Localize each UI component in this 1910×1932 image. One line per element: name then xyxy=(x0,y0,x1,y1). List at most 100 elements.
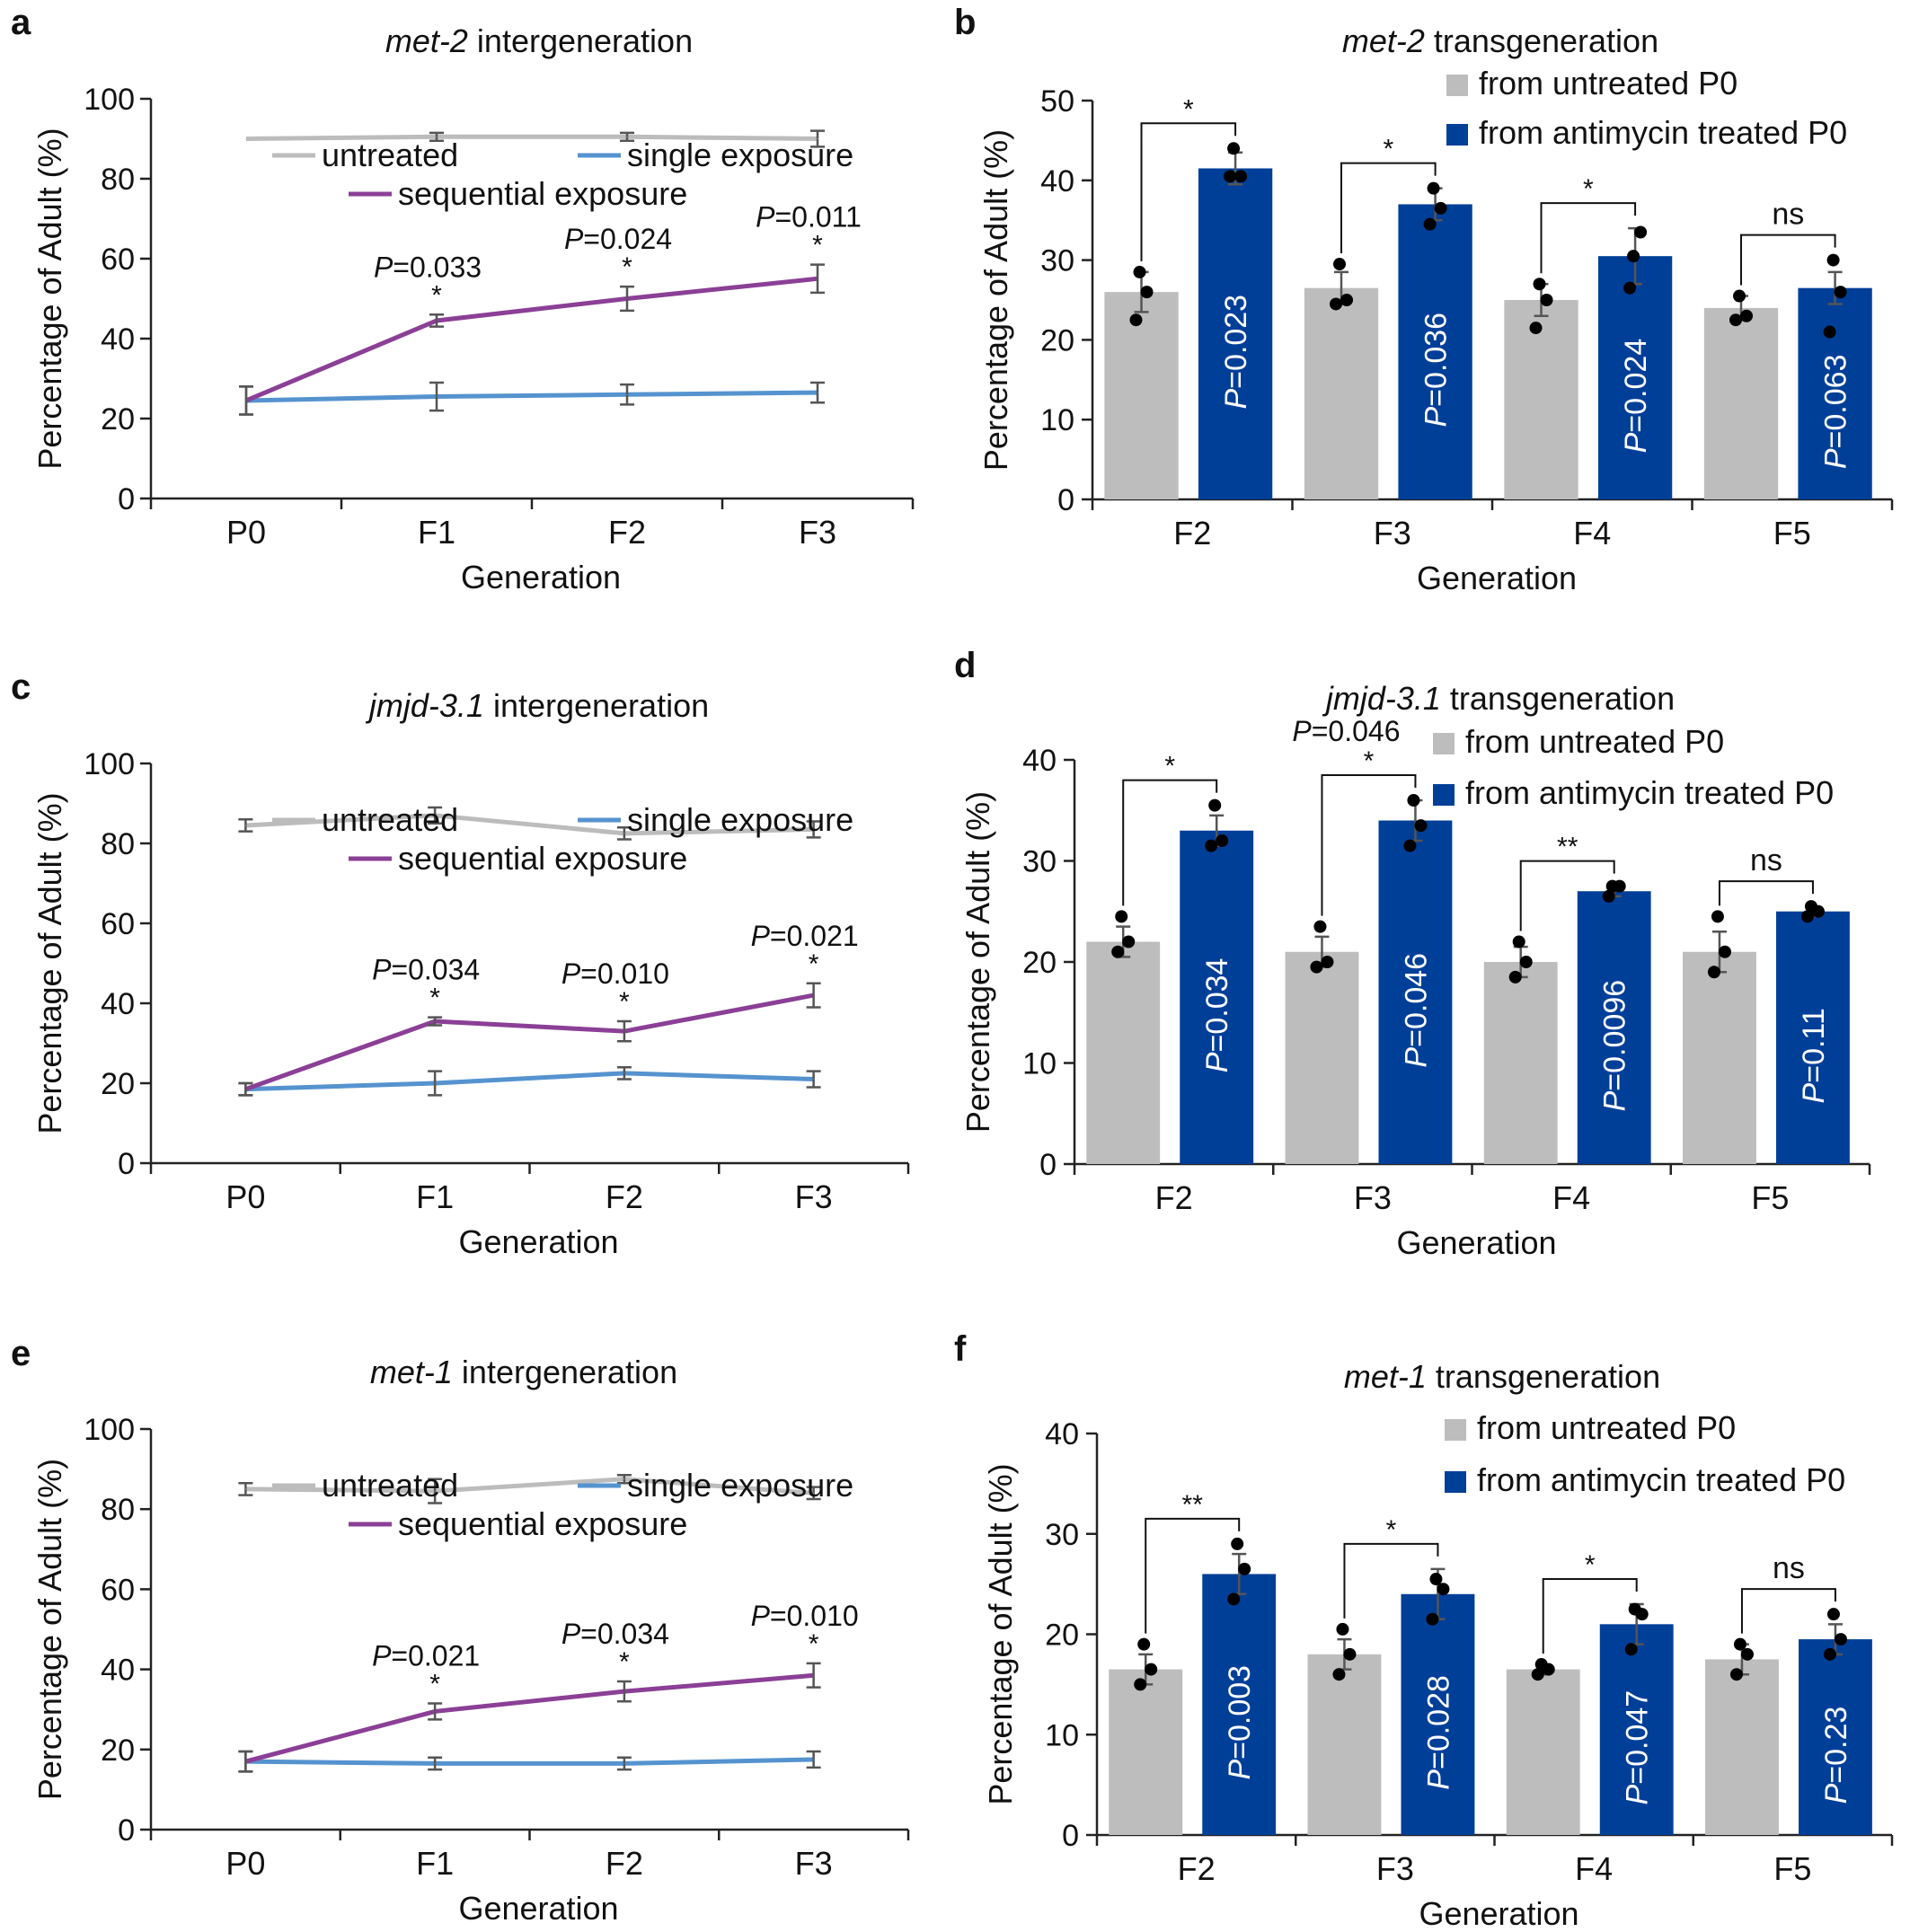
significance-label: * xyxy=(1585,1550,1596,1580)
data-point xyxy=(434,1082,436,1084)
p-value-label: P=0.021 xyxy=(372,1640,480,1672)
bar-treated xyxy=(1378,820,1453,1164)
panel-title: met-1 intergeneration xyxy=(370,1354,677,1390)
legend-untreated: from untreated P0 xyxy=(1477,1409,1736,1446)
bar-untreated xyxy=(1307,1654,1382,1835)
legend-swatch-untreated xyxy=(1446,75,1468,96)
x-axis-label: Generation xyxy=(458,1223,618,1260)
significance-label: ns xyxy=(1750,843,1782,878)
bar-untreated xyxy=(1304,287,1379,499)
bar-untreated xyxy=(1504,300,1578,499)
bar-untreated xyxy=(1104,292,1179,499)
replicate-dot xyxy=(1635,1608,1649,1621)
bar-treated xyxy=(1599,1624,1674,1835)
legend-sequential: sequential exposure xyxy=(398,840,687,877)
x-tick-label: F4 xyxy=(1575,1850,1613,1887)
significance-label: * xyxy=(1364,746,1375,776)
bar-p-value: P=0.034 xyxy=(1200,958,1234,1073)
replicate-dot xyxy=(1823,1647,1836,1661)
y-tick-label: 60 xyxy=(101,243,135,277)
replicate-dot xyxy=(1733,1637,1746,1651)
replicate-dot xyxy=(1238,1562,1251,1575)
y-tick-label: 50 xyxy=(1040,84,1074,119)
replicate-dot xyxy=(1627,250,1640,263)
y-tick-label: 40 xyxy=(101,1654,135,1688)
legend-untreated: untreated xyxy=(322,1467,458,1504)
significance-bracket xyxy=(1140,122,1237,261)
y-axis-label: Percentage of Adult (%) xyxy=(982,1463,1019,1804)
p-value-label: P=0.034 xyxy=(562,1618,669,1650)
replicate-dot xyxy=(1602,889,1615,903)
legend-sequential: sequential exposure xyxy=(398,175,687,212)
y-axis-label: Percentage of Adult (%) xyxy=(977,129,1014,471)
bar-treated xyxy=(1398,204,1472,499)
legend-swatch-treated xyxy=(1446,124,1468,146)
data-point xyxy=(245,138,247,139)
y-tick-label: 30 xyxy=(1022,845,1057,879)
replicate-dot xyxy=(1115,910,1128,923)
panel-title: met-1 transgeneration xyxy=(1344,1358,1660,1395)
replicate-dot xyxy=(1826,1608,1840,1621)
replicate-dot xyxy=(1227,142,1241,155)
bar-p-value: P=0.063 xyxy=(1819,355,1853,470)
significance-bracket xyxy=(1343,1542,1439,1619)
series-line-sequential xyxy=(244,992,815,1092)
replicate-dot xyxy=(1423,217,1437,231)
significance-star: * xyxy=(812,231,823,260)
x-axis-label: Generation xyxy=(458,1890,618,1927)
bar-p-value: P=0.047 xyxy=(1621,1690,1655,1805)
y-tick-label: 100 xyxy=(84,1413,135,1447)
panel-title: jmjd-3.1 intergeneration xyxy=(365,687,709,724)
x-axis-label: Generation xyxy=(461,559,621,595)
replicate-dot xyxy=(1434,201,1447,215)
bar-treated xyxy=(1597,256,1673,499)
y-tick-label: 0 xyxy=(118,1813,135,1848)
significance-label: ** xyxy=(1557,833,1578,862)
replicate-dot xyxy=(1313,920,1327,933)
replicate-dot xyxy=(1403,839,1417,852)
y-tick-label: 40 xyxy=(101,322,135,357)
y-tick-label: 20 xyxy=(101,1734,135,1768)
bar-untreated xyxy=(1483,962,1558,1164)
panel-letter: f xyxy=(954,1329,967,1369)
significance-label: * xyxy=(1383,135,1393,164)
x-tick-label: F3 xyxy=(1376,1850,1414,1887)
replicate-dot xyxy=(1140,286,1154,299)
data-point xyxy=(623,833,625,834)
x-tick-label: F4 xyxy=(1573,515,1611,551)
replicate-dot xyxy=(1137,1637,1151,1651)
legend-untreated: untreated xyxy=(322,137,458,173)
replicate-dot xyxy=(1310,960,1323,974)
replicate-dot xyxy=(1231,1537,1244,1550)
x-axis-label: Generation xyxy=(1419,1895,1578,1932)
replicate-dot xyxy=(1634,225,1648,239)
data-point xyxy=(434,815,436,816)
y-tick-label: 0 xyxy=(1057,483,1074,517)
replicate-dot xyxy=(1227,1592,1241,1606)
bar-p-value: P=0.11 xyxy=(1797,1008,1831,1103)
bar-treated xyxy=(1776,911,1850,1164)
significance-star: * xyxy=(809,1629,819,1659)
y-tick-label: 40 xyxy=(1045,1417,1079,1451)
replicate-dot xyxy=(1529,322,1543,335)
replicate-dot xyxy=(1740,1647,1754,1661)
replicate-dot xyxy=(1613,879,1626,893)
replicate-dot xyxy=(1512,935,1525,948)
replicate-dot xyxy=(1826,253,1840,267)
significance-label: ns xyxy=(1773,1551,1805,1585)
bar-treated xyxy=(1577,891,1651,1164)
bar-treated xyxy=(1198,168,1273,500)
significance-star: * xyxy=(619,987,630,1017)
legend-single: single exposure xyxy=(627,1467,853,1504)
data-point xyxy=(434,1710,436,1712)
significance-bracket xyxy=(1321,774,1417,916)
replicate-dot xyxy=(1834,286,1847,299)
panel-title: met-2 intergeneration xyxy=(385,22,693,59)
x-tick-label: F3 xyxy=(799,514,836,551)
data-point xyxy=(623,1030,625,1032)
legend-treated: from antimycin treated P0 xyxy=(1479,114,1847,151)
significance-label: * xyxy=(1583,174,1594,204)
y-tick-label: 40 xyxy=(1040,164,1074,198)
x-tick-label: F1 xyxy=(418,514,455,551)
replicate-dot xyxy=(1542,1663,1555,1676)
